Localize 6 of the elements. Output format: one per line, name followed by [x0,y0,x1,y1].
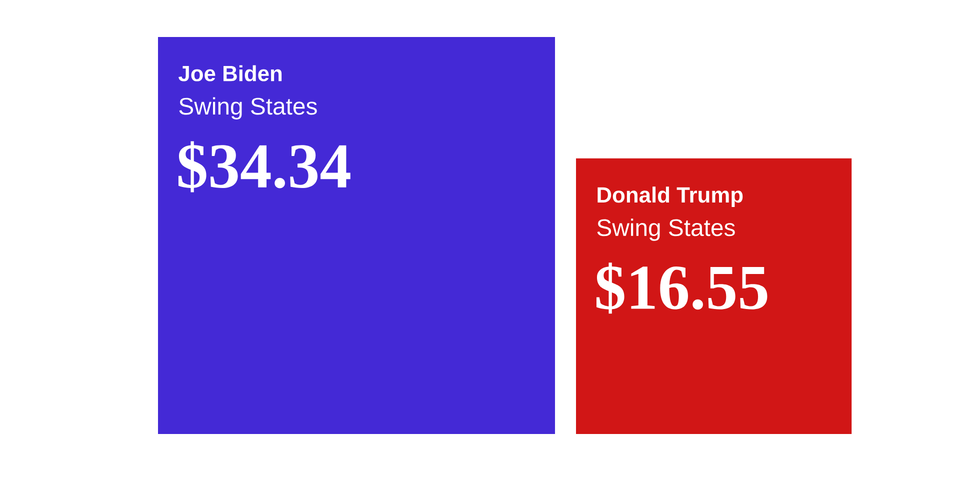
text: Swing States [597,218,735,241]
data-label: $16.55 [596,262,768,314]
category-label: Donald Trump [598,186,743,208]
data-label: $34.34 [178,141,350,192]
text: Swing States [179,97,317,120]
category-label: Joe Biden [178,65,282,82]
